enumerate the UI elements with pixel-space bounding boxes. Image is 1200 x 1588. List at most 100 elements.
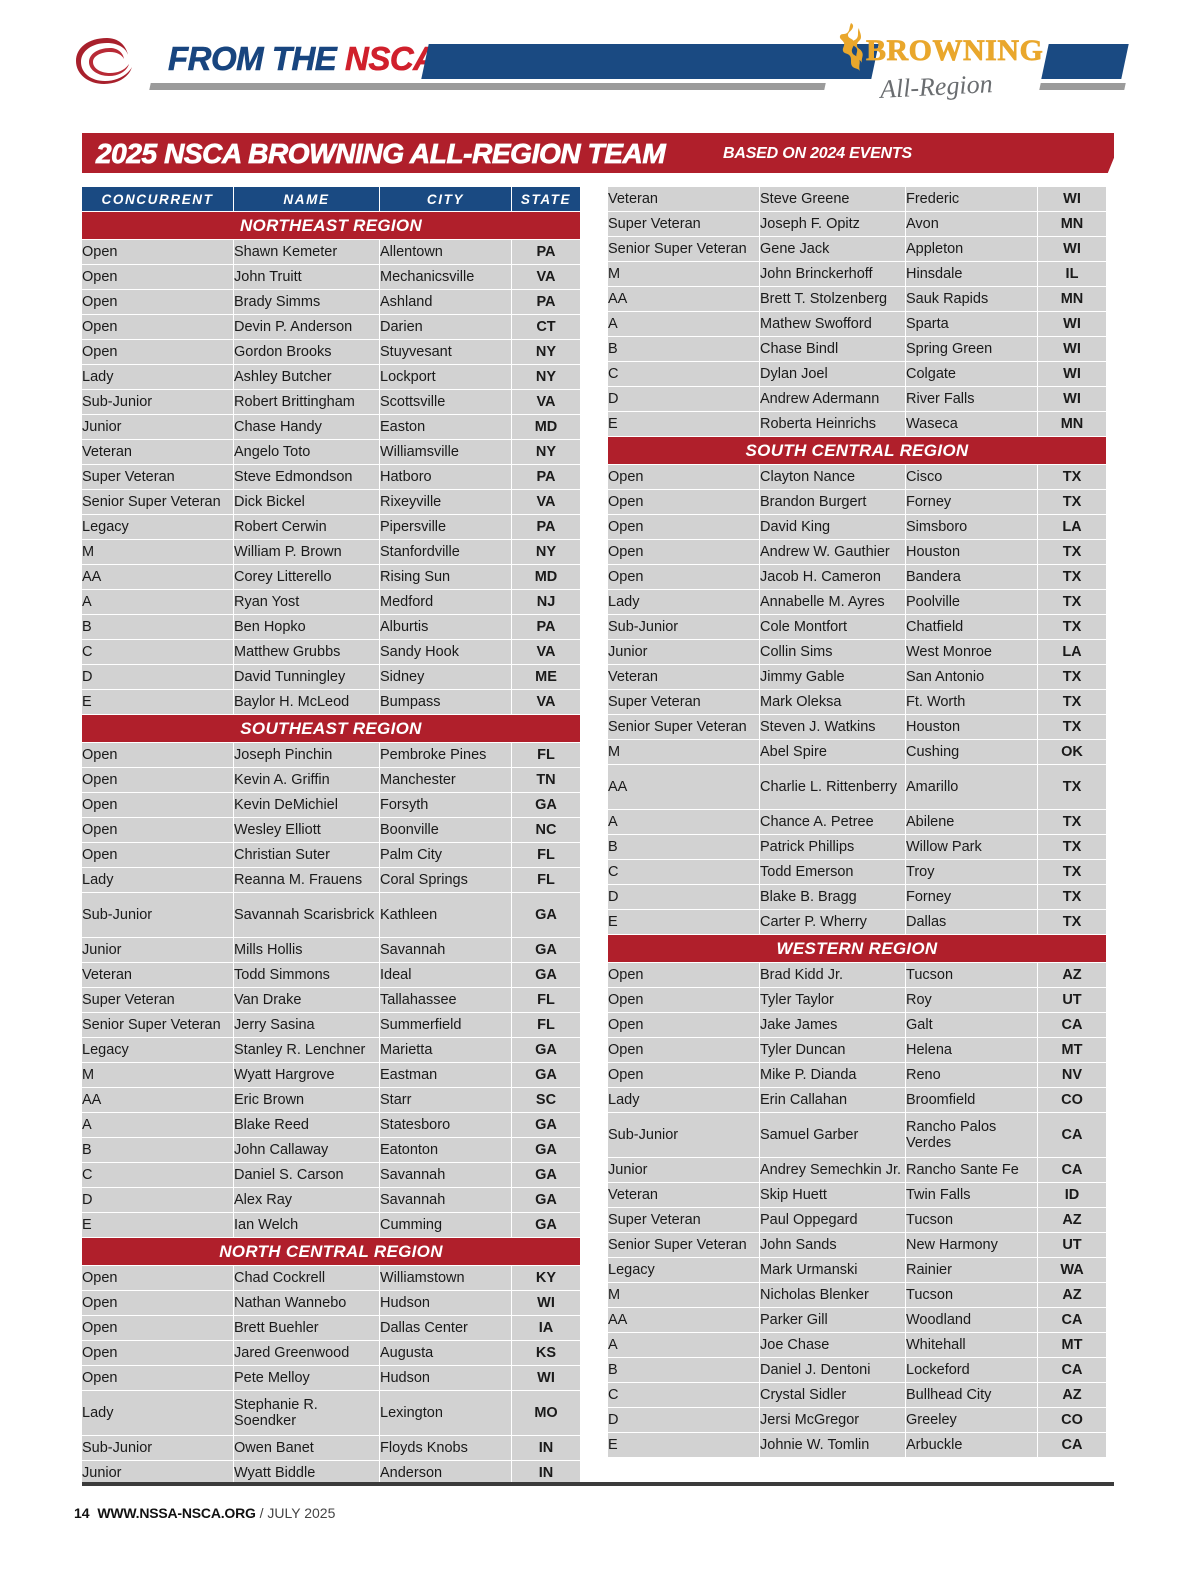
cell-city: Greeley [906, 1408, 1038, 1432]
table-row: Open Brett Buehler Dallas Center IA [82, 1316, 580, 1340]
cell-state: CO [1038, 1088, 1106, 1112]
cell-city: Arbuckle [906, 1433, 1038, 1457]
cell-name: Jimmy Gable [760, 665, 906, 689]
cell-concurrent: Open [608, 988, 760, 1012]
table-row: Open David King Simsboro LA [608, 515, 1106, 539]
cell-city: Cisco [906, 465, 1038, 489]
browning-logo: BROWNING All-Region [828, 22, 1058, 112]
cell-concurrent: Open [608, 565, 760, 589]
cell-concurrent: Open [82, 1341, 234, 1365]
cell-name: Annabelle M. Ayres [760, 590, 906, 614]
cell-state: TX [1038, 565, 1106, 589]
cell-concurrent: C [82, 1163, 234, 1187]
region-title: NORTH CENTRAL REGION [82, 1238, 580, 1265]
cell-city: Starr [380, 1088, 512, 1112]
cell-concurrent: Open [82, 290, 234, 314]
cell-state: NV [1038, 1063, 1106, 1087]
cell-state: GA [512, 893, 580, 937]
cell-concurrent: Open [608, 490, 760, 514]
table-row: Sub-Junior Savannah Scarisbrick Kathleen GA [82, 893, 580, 937]
table-row: Super Veteran Joseph F. Opitz Avon MN [608, 212, 1106, 236]
cell-state: IN [512, 1436, 580, 1460]
website-label[interactable]: WWW.NSSA-NSCA.ORG [97, 1505, 256, 1521]
table-row: Open Tyler Duncan Helena MT [608, 1038, 1106, 1062]
cell-city: Rancho Sante Fe [906, 1158, 1038, 1182]
table-row: C Todd Emerson Troy TX [608, 860, 1106, 884]
cell-name: Brandon Burgert [760, 490, 906, 514]
cell-state: FL [512, 743, 580, 767]
cell-name: Jake James [760, 1013, 906, 1037]
cell-name: Erin Callahan [760, 1088, 906, 1112]
table-row: Open Christian Suter Palm City FL [82, 843, 580, 867]
cell-concurrent: M [608, 262, 760, 286]
cell-city: Poolville [906, 590, 1038, 614]
cell-state: TX [1038, 810, 1106, 834]
table-row: C Dylan Joel Colgate WI [608, 362, 1106, 386]
cell-name: Parker Gill [760, 1308, 906, 1332]
cell-concurrent: B [608, 337, 760, 361]
cell-name: Chase Bindl [760, 337, 906, 361]
cell-city: Appleton [906, 237, 1038, 261]
cell-city: Rainier [906, 1258, 1038, 1282]
cell-name: Joseph F. Opitz [760, 212, 906, 236]
cell-city: West Monroe [906, 640, 1038, 664]
cell-city: Houston [906, 715, 1038, 739]
cell-name: Patrick Phillips [760, 835, 906, 859]
cell-state: TX [1038, 690, 1106, 714]
cell-name: Tyler Duncan [760, 1038, 906, 1062]
cell-city: Savannah [380, 1188, 512, 1212]
cell-state: WI [1038, 337, 1106, 361]
cell-concurrent: Lady [608, 1088, 760, 1112]
cell-state: GA [512, 1163, 580, 1187]
cell-name: Pete Melloy [234, 1366, 380, 1390]
table-row: M William P. Brown Stanfordville NY [82, 540, 580, 564]
cell-concurrent: Open [82, 793, 234, 817]
roster-column-left: CONCURRENT NAME CITY STATE NORTHEAST REG… [82, 186, 580, 1486]
cell-state: WI [512, 1366, 580, 1390]
table-row: E Johnie W. Tomlin Arbuckle CA [608, 1433, 1106, 1457]
cell-name: Corey Litterello [234, 565, 380, 589]
cell-state: WI [1038, 362, 1106, 386]
table-row: Sub-Junior Robert Brittingham Scottsville V… [82, 390, 580, 414]
cell-concurrent: B [82, 615, 234, 639]
table-row: AA Parker Gill Woodland CA [608, 1308, 1106, 1332]
cell-concurrent: C [608, 860, 760, 884]
cell-name: Paul Oppegard [760, 1208, 906, 1232]
table-row: B Patrick Phillips Willow Park TX [608, 835, 1106, 859]
from-the-label: FROM THE [168, 40, 345, 78]
cell-state: CA [1038, 1113, 1106, 1157]
cell-concurrent: Super Veteran [608, 690, 760, 714]
cell-state: FL [512, 868, 580, 892]
cell-name: Chance A. Petree [760, 810, 906, 834]
cell-concurrent: Open [82, 818, 234, 842]
cell-name: Steve Greene [760, 187, 906, 211]
cell-name: Steve Edmondson [234, 465, 380, 489]
cell-state: MN [1038, 287, 1106, 311]
cell-city: Eastman [380, 1063, 512, 1087]
cell-state: PA [512, 515, 580, 539]
table-row: A Mathew Swofford Sparta WI [608, 312, 1106, 336]
cell-city: Tucson [906, 963, 1038, 987]
table-row: E Ian Welch Cumming GA [82, 1213, 580, 1237]
table-row: Junior Collin Sims West Monroe LA [608, 640, 1106, 664]
cell-city: Rising Sun [380, 565, 512, 589]
cell-name: Todd Emerson [760, 860, 906, 884]
cell-city: Darien [380, 315, 512, 339]
cell-state: TX [1038, 835, 1106, 859]
cell-name: David Tunningley [234, 665, 380, 689]
header-name: NAME [234, 187, 380, 211]
cell-concurrent: D [608, 387, 760, 411]
cell-concurrent: B [608, 835, 760, 859]
cell-name: Chase Handy [234, 415, 380, 439]
region-title: NORTHEAST REGION [82, 212, 580, 239]
cell-city: Williamstown [380, 1266, 512, 1290]
cell-city: Kathleen [380, 893, 512, 937]
page-number: 14 [74, 1505, 90, 1521]
cell-name: Kevin DeMichiel [234, 793, 380, 817]
cell-name: Roberta Heinrichs [760, 412, 906, 436]
table-row: D David Tunningley Sidney ME [82, 665, 580, 689]
cell-state: WI [1038, 312, 1106, 336]
cell-concurrent: Super Veteran [608, 1208, 760, 1232]
table-row: Super Veteran Steve Edmondson Hatboro PA [82, 465, 580, 489]
footer: 14 WWW.NSSA-NSCA.ORG / JULY 2025 [74, 1505, 335, 1521]
